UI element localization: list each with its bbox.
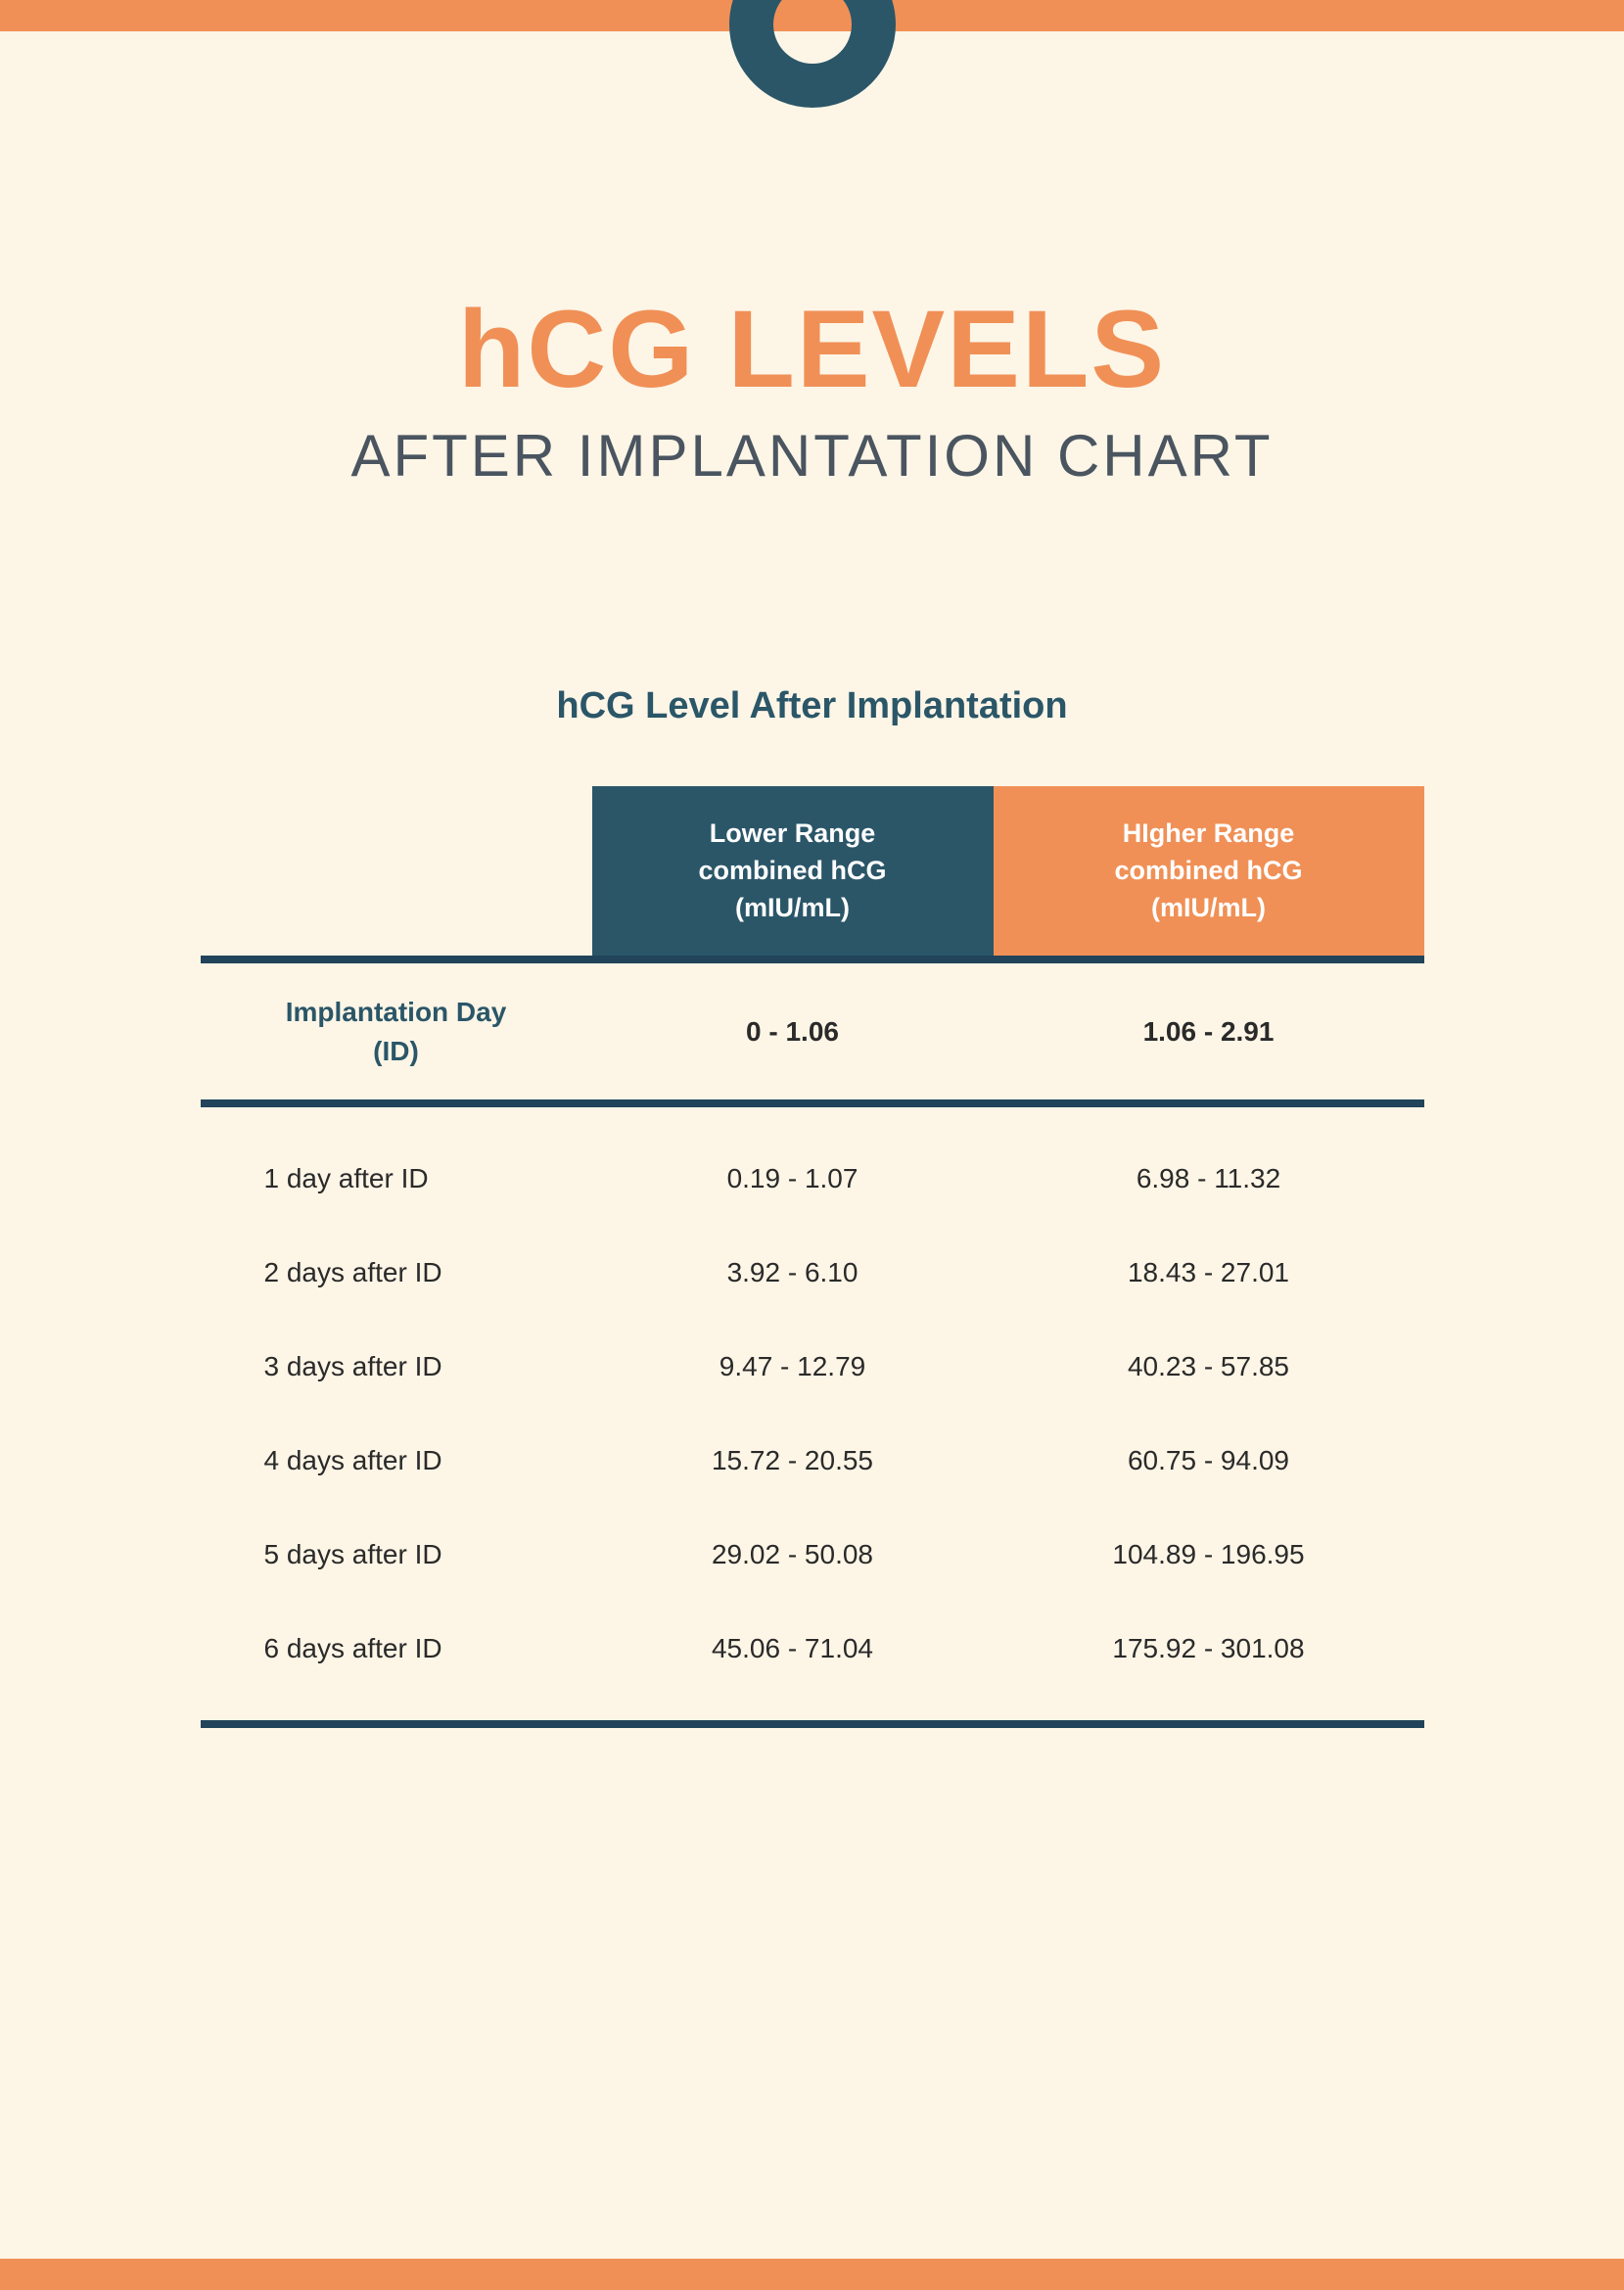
table-header-row: Lower Range combined hCG (mIU/mL) HIgher…: [201, 786, 1424, 963]
table-row: 6 days after ID 45.06 - 71.04 175.92 - 3…: [201, 1602, 1424, 1696]
row-label: 3 days after ID: [201, 1351, 592, 1382]
table-row: 1 day after ID 0.19 - 1.07 6.98 - 11.32: [201, 1132, 1424, 1226]
row-lower-value: 45.06 - 71.04: [592, 1633, 994, 1664]
table-row: 4 days after ID 15.72 - 20.55 60.75 - 94…: [201, 1414, 1424, 1508]
bottom-accent-bar: [0, 2259, 1624, 2290]
header-higher-line2: combined hCG: [1114, 856, 1302, 885]
main-content: hCG LEVELS AFTER IMPLANTATION CHART hCG …: [0, 31, 1624, 1728]
header-cell-higher-range: HIgher Range combined hCG (mIU/mL): [994, 786, 1424, 956]
row-lower-value: 29.02 - 50.08: [592, 1539, 994, 1570]
row-label: 4 days after ID: [201, 1445, 592, 1476]
implantation-day-row: Implantation Day (ID) 0 - 1.06 1.06 - 2.…: [201, 963, 1424, 1106]
row-label: 6 days after ID: [201, 1633, 592, 1664]
row-higher-value: 6.98 - 11.32: [994, 1163, 1424, 1194]
header-higher-line3: (mIU/mL): [1151, 893, 1266, 922]
page-subtitle: AFTER IMPLANTATION CHART: [0, 422, 1624, 490]
row-label: 5 days after ID: [201, 1539, 592, 1570]
table-title: hCG Level After Implantation: [0, 685, 1624, 727]
top-ring-ornament: [729, 0, 896, 108]
header-higher-line1: HIgher Range: [1123, 818, 1295, 848]
id-label-line2: (ID): [373, 1036, 419, 1066]
data-rows-container: 1 day after ID 0.19 - 1.07 6.98 - 11.32 …: [201, 1107, 1424, 1728]
id-row-label: Implantation Day (ID): [201, 993, 592, 1069]
id-row-higher-value: 1.06 - 2.91: [994, 1016, 1424, 1048]
row-higher-value: 40.23 - 57.85: [994, 1351, 1424, 1382]
page-title: hCG LEVELS: [0, 286, 1624, 412]
row-higher-value: 18.43 - 27.01: [994, 1257, 1424, 1288]
row-higher-value: 175.92 - 301.08: [994, 1633, 1424, 1664]
table-row: 3 days after ID 9.47 - 12.79 40.23 - 57.…: [201, 1320, 1424, 1414]
id-label-line1: Implantation Day: [286, 997, 507, 1027]
row-lower-value: 9.47 - 12.79: [592, 1351, 994, 1382]
ring-icon: [729, 0, 896, 108]
header-cell-empty: [201, 786, 592, 956]
row-higher-value: 104.89 - 196.95: [994, 1539, 1424, 1570]
row-label: 1 day after ID: [201, 1163, 592, 1194]
table-row: 5 days after ID 29.02 - 50.08 104.89 - 1…: [201, 1508, 1424, 1602]
table-row: 2 days after ID 3.92 - 6.10 18.43 - 27.0…: [201, 1226, 1424, 1320]
row-label: 2 days after ID: [201, 1257, 592, 1288]
row-lower-value: 0.19 - 1.07: [592, 1163, 994, 1194]
row-lower-value: 15.72 - 20.55: [592, 1445, 994, 1476]
hcg-table: Lower Range combined hCG (mIU/mL) HIgher…: [201, 786, 1424, 1728]
header-lower-line1: Lower Range: [710, 818, 876, 848]
header-lower-line3: (mIU/mL): [735, 893, 850, 922]
row-higher-value: 60.75 - 94.09: [994, 1445, 1424, 1476]
header-cell-lower-range: Lower Range combined hCG (mIU/mL): [592, 786, 994, 956]
header-lower-line2: combined hCG: [698, 856, 886, 885]
row-lower-value: 3.92 - 6.10: [592, 1257, 994, 1288]
id-row-lower-value: 0 - 1.06: [592, 1016, 994, 1048]
